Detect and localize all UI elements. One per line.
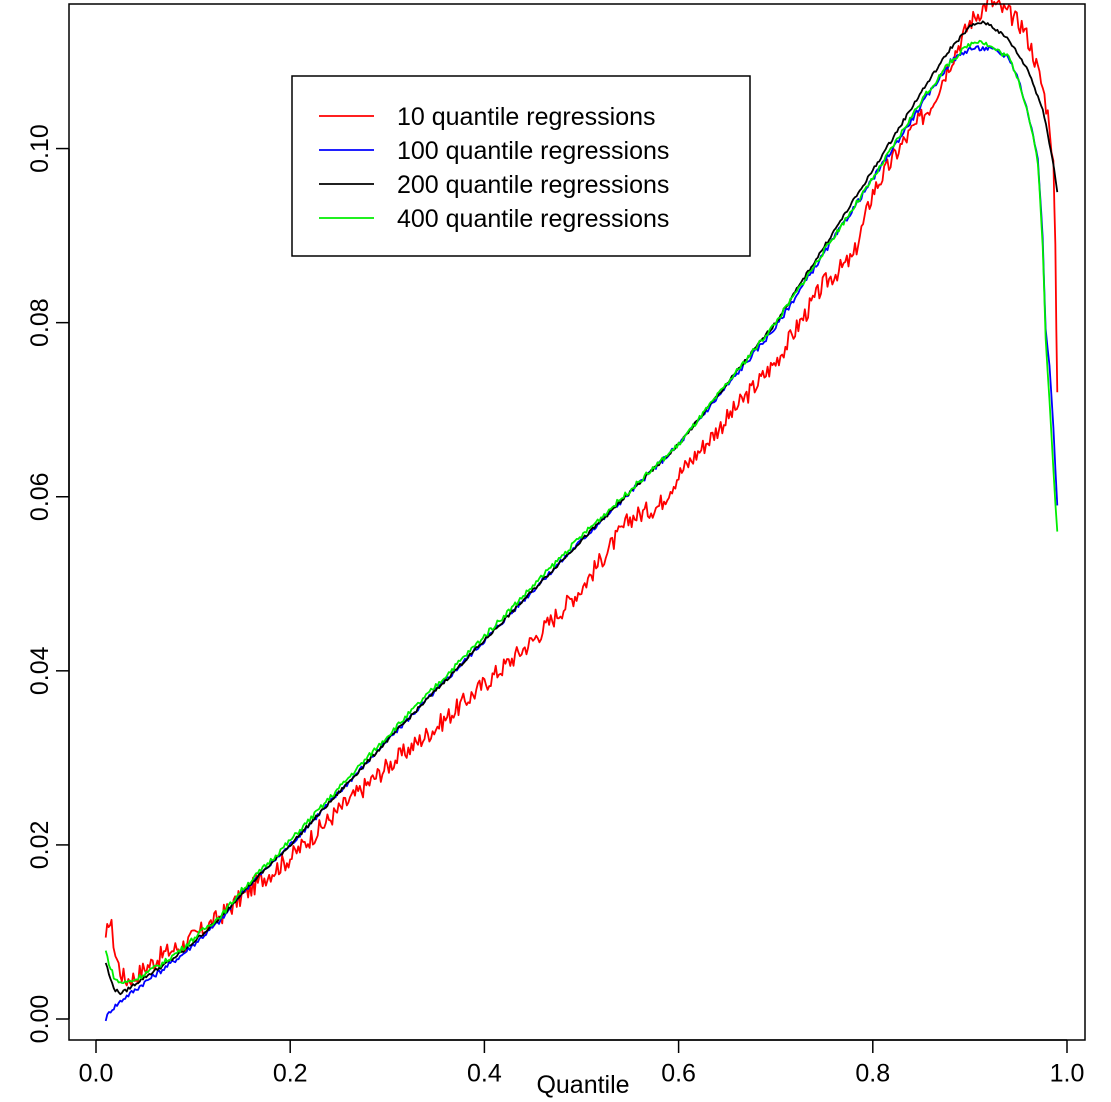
y-tick-label: 0.08 bbox=[26, 298, 54, 347]
x-tick-label: 1.0 bbox=[1050, 1060, 1085, 1088]
legend-label: 10 quantile regressions bbox=[397, 103, 656, 131]
legend-label: 200 quantile regressions bbox=[397, 171, 669, 199]
x-tick-label: 0.0 bbox=[79, 1060, 114, 1088]
legend: 10 quantile regressions 100 quantile regr… bbox=[291, 75, 751, 257]
legend-box bbox=[291, 75, 751, 257]
series-line-3 bbox=[104, 20, 1059, 996]
x-tick-label: 0.4 bbox=[467, 1060, 502, 1088]
y-tick-label: 0.04 bbox=[26, 646, 54, 695]
y-tick-label: 0.00 bbox=[26, 995, 54, 1044]
y-axis: 0.00 0.02 0.04 0.06 0.08 0.10 bbox=[26, 124, 70, 1044]
y-tick-label: 0.10 bbox=[26, 124, 54, 173]
legend-label: 100 quantile regressions bbox=[397, 137, 669, 165]
x-axis-title: Quantile bbox=[536, 1071, 629, 1099]
x-axis: 0.0 0.2 0.4 0.6 0.8 1.0 bbox=[79, 1039, 1085, 1088]
x-tick-label: 0.6 bbox=[661, 1060, 696, 1088]
x-tick-label: 0.8 bbox=[855, 1060, 890, 1088]
legend-label: 400 quantile regressions bbox=[397, 205, 669, 233]
series-line-1 bbox=[104, 0, 1059, 987]
series-line-4 bbox=[104, 39, 1059, 985]
series-layer bbox=[104, 0, 1059, 1022]
x-tick-label: 0.2 bbox=[273, 1060, 308, 1088]
y-tick-label: 0.02 bbox=[26, 821, 54, 870]
y-tick-label: 0.06 bbox=[26, 472, 54, 521]
